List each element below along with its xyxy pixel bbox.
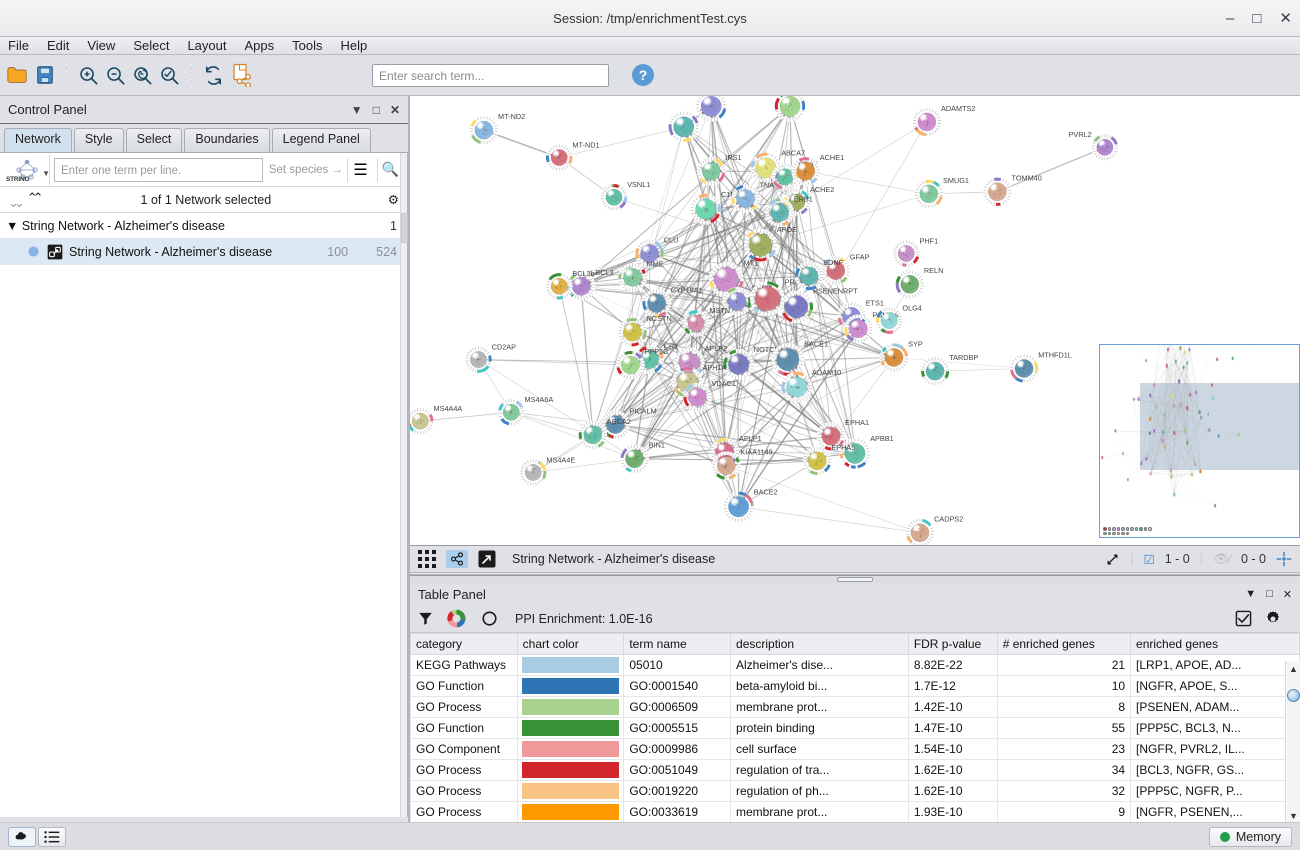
svg-text:RELN: RELN bbox=[924, 266, 943, 275]
svg-text:PICALM: PICALM bbox=[630, 407, 657, 416]
svg-text:TNA: TNA bbox=[760, 181, 775, 190]
svg-text:KIAA1149: KIAA1149 bbox=[740, 448, 772, 457]
svg-text:BCL3: BCL3 bbox=[595, 268, 613, 277]
svg-text:SYP: SYP bbox=[908, 339, 923, 348]
svg-text:MT1: MT1 bbox=[744, 258, 759, 267]
svg-text:ETS1: ETS1 bbox=[866, 298, 884, 307]
svg-text:BCL3b: BCL3b bbox=[572, 269, 594, 278]
svg-text:ABCA7: ABCA7 bbox=[781, 149, 805, 158]
svg-text:CD2AP: CD2AP bbox=[492, 342, 516, 351]
svg-text:ADAM10: ADAM10 bbox=[812, 368, 841, 377]
svg-text:EPHA5: EPHA5 bbox=[831, 443, 855, 452]
svg-text:ADAMTS2: ADAMTS2 bbox=[941, 104, 975, 113]
svg-text:CADPS2: CADPS2 bbox=[934, 515, 963, 524]
svg-text:ABCA2: ABCA2 bbox=[607, 417, 631, 426]
svg-text:APBB1: APBB1 bbox=[870, 434, 894, 443]
svg-text:APOE: APOE bbox=[777, 225, 797, 234]
svg-text:APLP2: APLP2 bbox=[705, 344, 728, 353]
svg-text:PSENENRPT: PSENENRPT bbox=[813, 287, 858, 296]
svg-text:TARDBP: TARDBP bbox=[949, 353, 978, 362]
svg-text:BACE1: BACE1 bbox=[804, 339, 828, 348]
svg-text:GFAP: GFAP bbox=[850, 253, 870, 262]
svg-text:MS4A4E: MS4A4E bbox=[546, 455, 575, 464]
svg-text:APH1A: APH1A bbox=[703, 363, 727, 372]
svg-text:MT-ND2: MT-ND2 bbox=[498, 112, 525, 121]
svg-text:SMUG1: SMUG1 bbox=[943, 176, 969, 185]
svg-text:BACE2: BACE2 bbox=[754, 488, 778, 497]
svg-text:APLP1: APLP1 bbox=[739, 434, 762, 443]
svg-text:?: ? bbox=[639, 67, 648, 83]
svg-text:ACHE2: ACHE2 bbox=[810, 185, 834, 194]
svg-text:CYP19A1: CYP19A1 bbox=[671, 285, 703, 294]
svg-text:EPHA1: EPHA1 bbox=[845, 418, 869, 427]
svg-text:MS4A4A: MS4A4A bbox=[434, 404, 463, 413]
svg-text:MT-ND1: MT-ND1 bbox=[572, 140, 599, 149]
svg-text:PVRL2: PVRL2 bbox=[1069, 130, 1092, 139]
svg-text:BIN1: BIN1 bbox=[649, 441, 665, 450]
svg-text:ERB1: ERB1 bbox=[794, 194, 813, 203]
svg-text:BDNF: BDNF bbox=[823, 258, 843, 267]
svg-text:TOMM40: TOMM40 bbox=[1012, 174, 1042, 183]
svg-text:MTHFD1L: MTHFD1L bbox=[1038, 350, 1072, 359]
svg-text:NCSTN: NCSTN bbox=[647, 314, 672, 323]
svg-text:ACHE1: ACHE1 bbox=[820, 153, 844, 162]
svg-text:IRS1: IRS1 bbox=[725, 153, 741, 162]
svg-text:CLU: CLU bbox=[664, 235, 679, 244]
svg-text:MSTN: MSTN bbox=[709, 306, 730, 315]
svg-text:MS4A6A: MS4A6A bbox=[525, 395, 554, 404]
svg-text:PHF1: PHF1 bbox=[920, 236, 939, 245]
svg-text:PPP5C: PPP5C bbox=[645, 347, 669, 356]
svg-text:OLG4: OLG4 bbox=[902, 303, 921, 312]
svg-text:VSNL1: VSNL1 bbox=[627, 180, 650, 189]
svg-text:VDAC1: VDAC1 bbox=[712, 379, 736, 388]
svg-text:MME: MME bbox=[647, 259, 664, 268]
